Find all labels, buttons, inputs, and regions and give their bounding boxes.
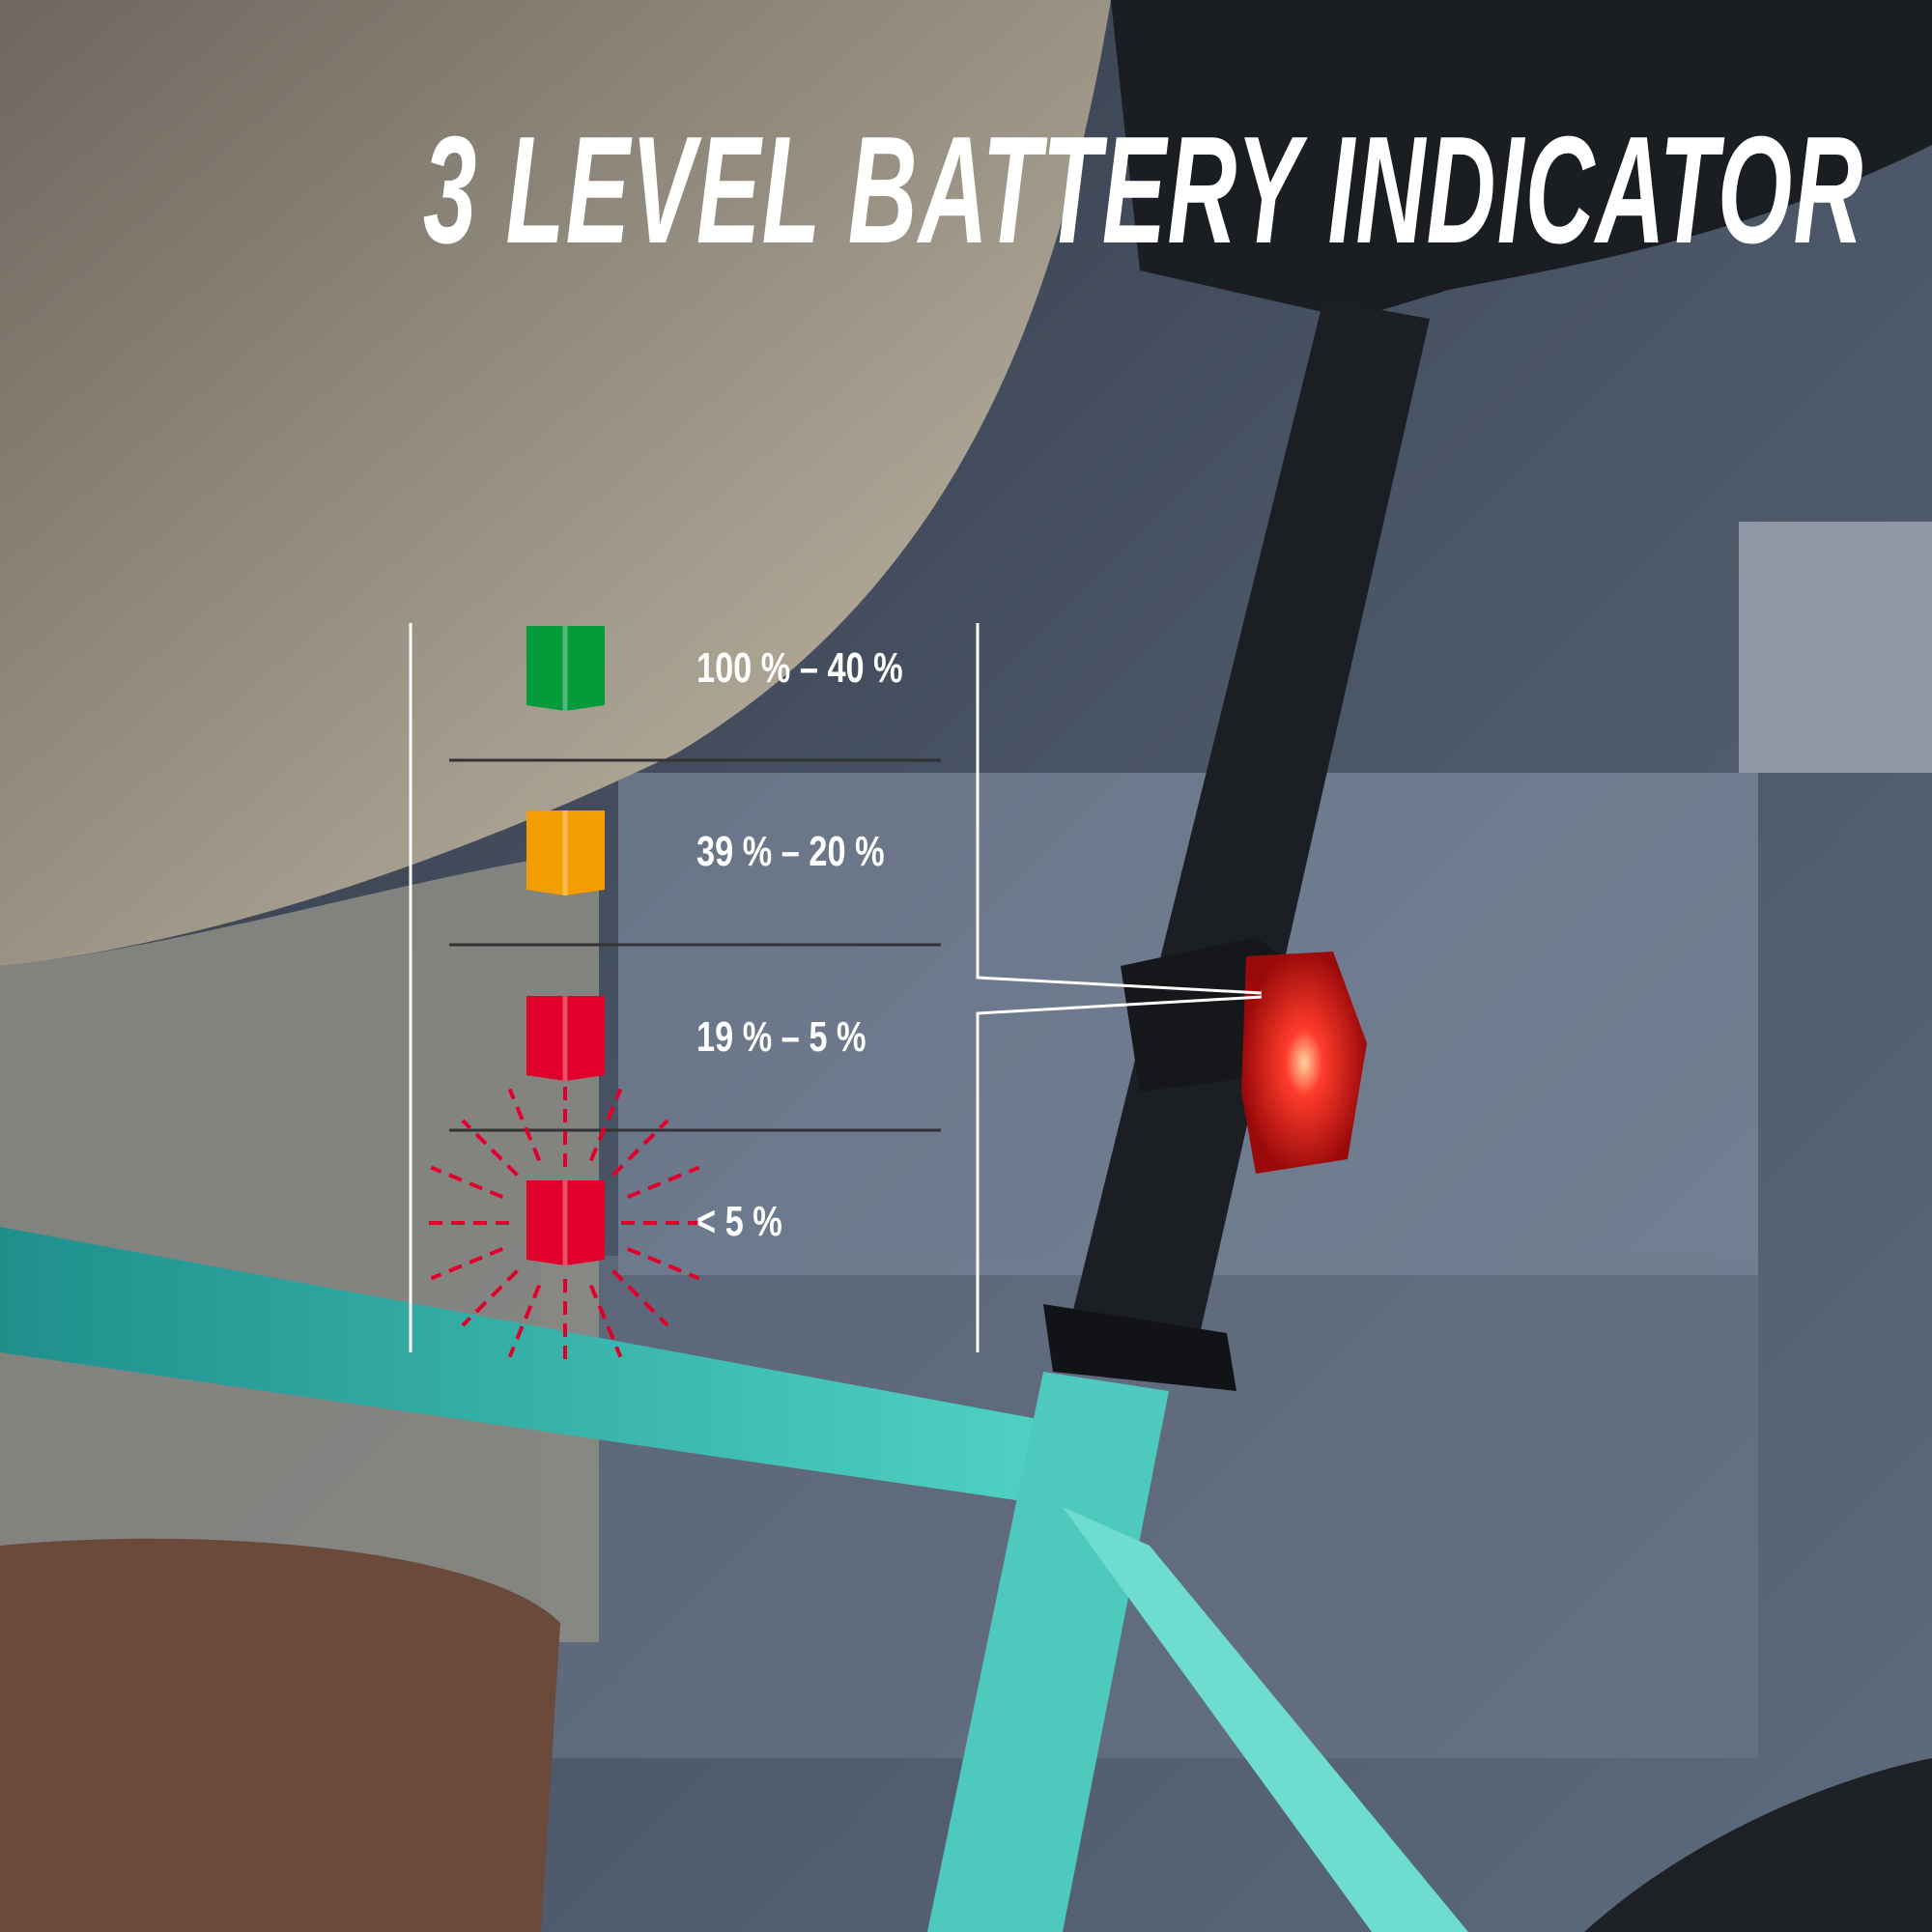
blinking-rays — [420, 1078, 710, 1368]
blink-ray — [611, 1119, 669, 1177]
level-label-high: 100 % – 40 % — [696, 644, 903, 692]
page-title: 3 LEVEL BATTERY INDICATOR — [0, 114, 1932, 267]
led-icon-blinking — [526, 1180, 605, 1265]
blink-ray — [588, 1088, 623, 1162]
led-icon — [526, 810, 605, 895]
led-icon — [526, 996, 605, 1081]
level-label-low: 19 % – 5 % — [696, 1013, 867, 1061]
led-icon — [526, 626, 605, 711]
blink-ray — [626, 1165, 700, 1200]
blink-ray — [430, 1165, 504, 1200]
level-label-medium: 39 % – 20 % — [696, 828, 885, 875]
right-bracket-line-bottom — [976, 995, 1263, 1352]
level-label-critical: < 5 % — [696, 1198, 782, 1245]
blink-ray — [430, 1246, 504, 1281]
blink-ray — [461, 1119, 519, 1177]
title-text: 3 LEVEL BATTERY INDICATOR — [423, 105, 1864, 275]
blink-ray — [588, 1284, 623, 1358]
blink-ray — [461, 1269, 519, 1327]
blink-ray — [611, 1269, 669, 1327]
rear-light — [1241, 952, 1367, 1174]
blink-ray — [507, 1088, 542, 1162]
right-bracket-line-top — [976, 623, 1263, 995]
blink-ray — [626, 1246, 700, 1281]
blink-ray — [507, 1284, 542, 1358]
